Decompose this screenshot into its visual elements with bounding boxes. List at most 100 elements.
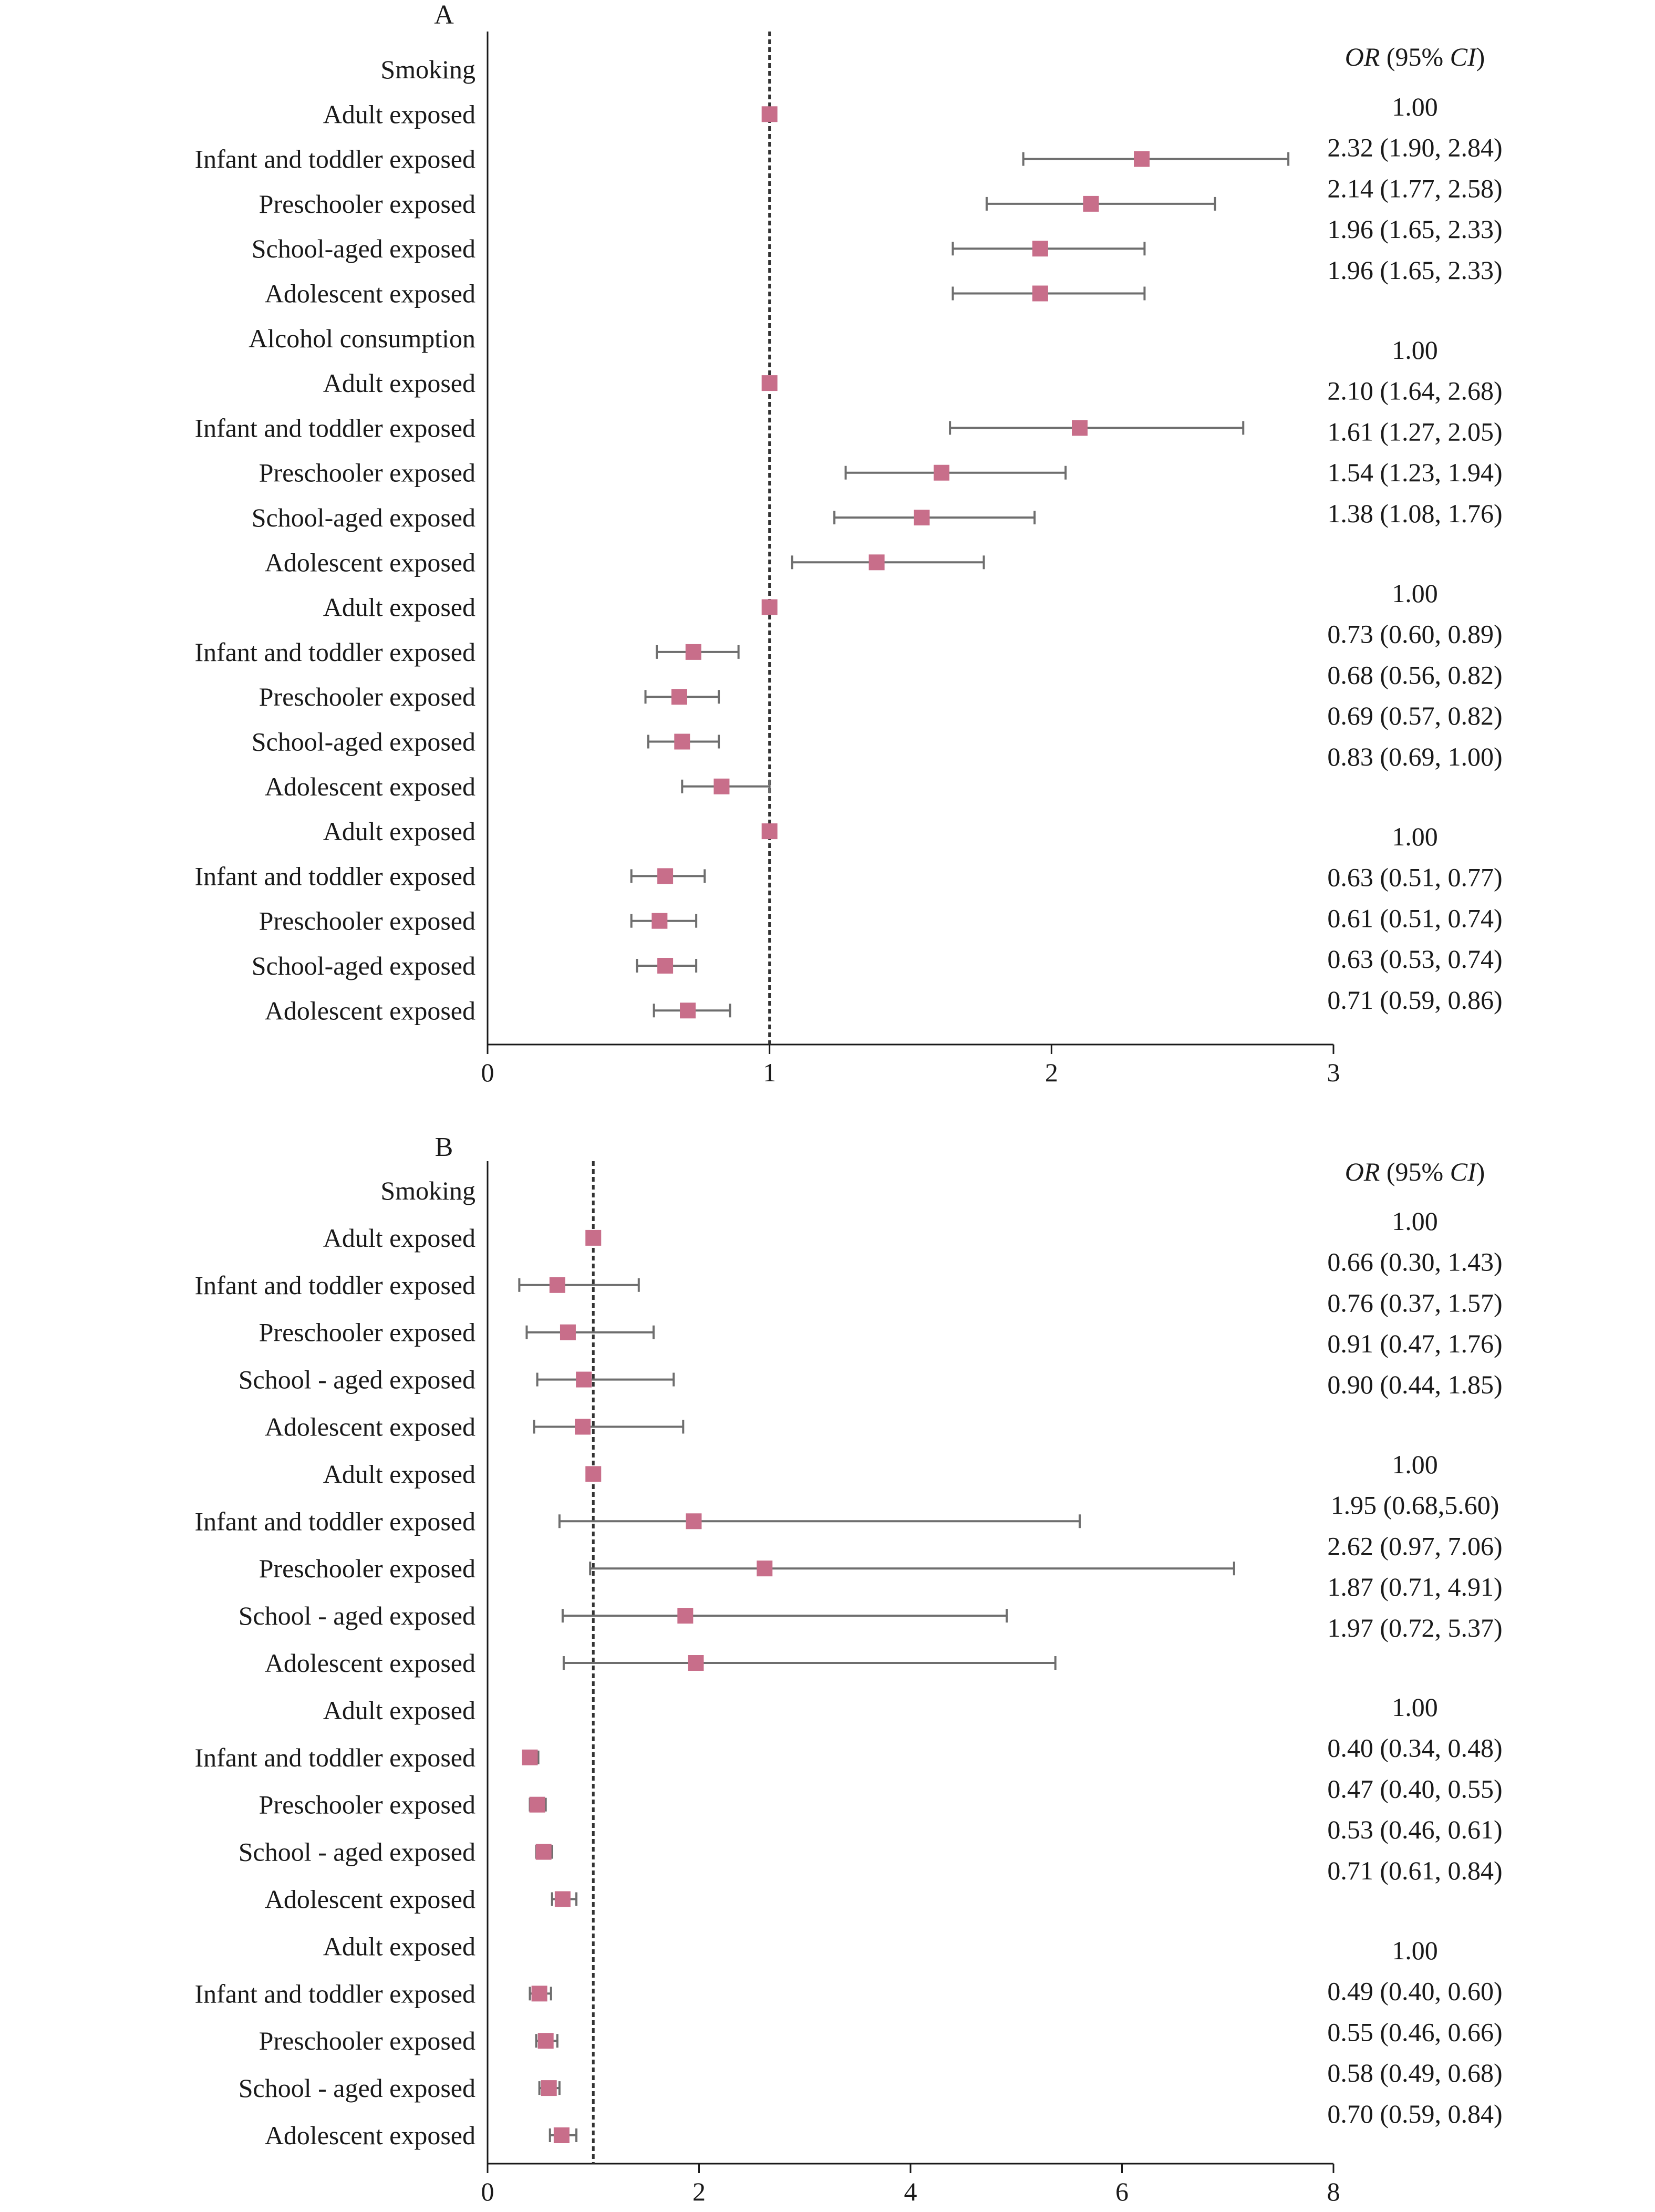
row-label: Preschooler exposed [259, 906, 475, 936]
or-point-marker [575, 1419, 591, 1435]
row-label: School-aged exposed [252, 727, 475, 757]
x-tick-label: 1 [763, 1058, 776, 1087]
or-point-marker [685, 644, 701, 660]
row-label: School-aged exposed [252, 951, 475, 980]
row-label: Infant and toddler exposed [194, 637, 475, 667]
x-tick-label: 3 [1327, 1058, 1340, 1087]
or-point-marker [549, 1277, 565, 1293]
or-point-marker [522, 1749, 538, 1765]
or-ci-value: 0.47 (0.40, 0.55) [1327, 1774, 1502, 1803]
row-label: Infant and toddler exposed [194, 413, 475, 442]
or-ci-value: 0.90 (0.44, 1.85) [1327, 1370, 1502, 1399]
row-label: Preschooler exposed [259, 682, 475, 711]
row-label: Preschooler exposed [259, 189, 475, 219]
row-label: Adolescent exposed [265, 1648, 475, 1678]
or-point-marker [531, 1986, 547, 2002]
or-ci-value: 0.69 (0.57, 0.82) [1327, 701, 1502, 730]
row-label: Adult exposed [323, 1931, 475, 1961]
or-point-marker [761, 823, 778, 840]
row-label: Adult exposed [323, 368, 475, 398]
or-point-marker [686, 1513, 702, 1529]
row-label: Adolescent exposed [265, 1885, 475, 1914]
or-point-marker [1083, 195, 1099, 212]
or-ci-value: 1.00 [1392, 92, 1438, 121]
panel-b: B 0 2 4 6 8 Smoking Adult exposed Infant and tod… [194, 1132, 1502, 2206]
or-ci-value: 1.00 [1392, 335, 1438, 365]
x-tick-label: 8 [1327, 2177, 1340, 2206]
or-ci-value: 1.96 (1.65, 2.33) [1327, 255, 1502, 285]
or-ci-value: 0.71 (0.59, 0.86) [1327, 985, 1502, 1015]
row-label: Preschooler exposed [259, 1790, 475, 1820]
row-label: Adolescent exposed [265, 2121, 475, 2150]
row-label: Preschooler exposed [259, 2026, 475, 2055]
row-label: School - aged exposed [239, 1601, 475, 1630]
row-label: Adolescent exposed [265, 1412, 475, 1442]
or-point-marker [657, 868, 674, 884]
or-point-marker [1134, 151, 1150, 167]
or-ci-value: 1.87 (0.71, 4.91) [1327, 1572, 1502, 1601]
row-label: Adolescent exposed [265, 996, 475, 1025]
panel-a: A 0 1 2 3 Smoking Adult exposed Infant and todd… [194, 0, 1502, 1087]
or-header-open: (95% [1380, 42, 1450, 71]
row-label: Infant and toddler exposed [194, 1979, 475, 2008]
panel-label: B [435, 1132, 453, 1162]
or-column-header: OR (95% CI) [1345, 42, 1485, 71]
row-label: School - aged exposed [239, 1837, 475, 1867]
panel-label: A [434, 0, 454, 30]
or-ci-value: 1.61 (1.27, 2.05) [1327, 417, 1502, 446]
or-point-marker [651, 913, 668, 929]
row-label: Adolescent exposed [265, 279, 475, 308]
row-label: School-aged exposed [252, 234, 475, 263]
or-point-marker [537, 2033, 554, 2049]
or-ci-value: 0.83 (0.69, 1.00) [1327, 742, 1502, 771]
or-header-abbrev: OR [1345, 1157, 1380, 1186]
x-tick-label: 2 [692, 2177, 706, 2206]
row-label: Preschooler exposed [259, 1554, 475, 1583]
or-point-marker [677, 1608, 694, 1624]
or-ci-value: 0.55 (0.46, 0.66) [1327, 2017, 1502, 2046]
row-label: School - aged exposed [239, 2073, 475, 2103]
row-label: Infant and toddler exposed [194, 1743, 475, 1772]
row-label: Infant and toddler exposed [194, 144, 475, 174]
or-point-marker [914, 510, 930, 525]
or-ci-value: 0.68 (0.56, 0.82) [1327, 660, 1502, 689]
or-header-open: (95% [1380, 1157, 1450, 1186]
row-label: Adult exposed [323, 593, 475, 622]
or-ci-value: 0.66 (0.30, 1.43) [1327, 1247, 1502, 1277]
or-ci-value: 0.40 (0.34, 0.48) [1327, 1733, 1502, 1763]
row-label: Infant and toddler exposed [194, 1506, 475, 1536]
row-label: Adolescent exposed [265, 547, 475, 577]
or-point-marker [671, 689, 687, 705]
or-point-marker [576, 1371, 592, 1388]
or-point-marker [1032, 285, 1048, 302]
or-ci-value: 0.53 (0.46, 0.61) [1327, 1815, 1502, 1844]
or-ci-value: 1.95 (0.68,5.60) [1331, 1491, 1499, 1520]
or-ci-value: 0.63 (0.53, 0.74) [1327, 944, 1502, 974]
category-heading: Smoking [380, 1176, 475, 1205]
or-header-abbrev: OR [1345, 42, 1380, 71]
or-point-marker [934, 464, 950, 481]
x-tick-label: 0 [481, 1058, 494, 1087]
or-ci-value: 1.38 (1.08, 1.76) [1327, 499, 1502, 528]
or-ci-value: 0.63 (0.51, 0.77) [1327, 863, 1502, 892]
row-label: School - aged exposed [239, 1365, 475, 1394]
or-ci-value: 2.10 (1.64, 2.68) [1327, 376, 1502, 406]
or-ci-value: 0.58 (0.49, 0.68) [1327, 2058, 1502, 2087]
or-ci-value: 0.73 (0.60, 0.89) [1327, 619, 1502, 649]
or-point-marker [674, 733, 690, 750]
or-header-close: ) [1476, 42, 1485, 71]
x-tick-label: 0 [481, 2177, 494, 2206]
or-column-header: OR (95% CI) [1345, 1157, 1485, 1186]
row-label: Adolescent exposed [265, 772, 475, 801]
or-ci-value: 0.71 (0.61, 0.84) [1327, 1856, 1502, 1885]
or-point-marker [657, 958, 674, 974]
or-point-marker [554, 1891, 571, 1907]
x-tick-label: 2 [1045, 1058, 1058, 1087]
row-label: Infant and toddler exposed [194, 1270, 475, 1300]
or-point-marker [529, 1796, 545, 1813]
or-point-marker [761, 375, 778, 391]
row-label: School-aged exposed [252, 503, 475, 532]
ci-header-abbrev: CI [1450, 1157, 1477, 1186]
or-point-marker [585, 1466, 602, 1482]
